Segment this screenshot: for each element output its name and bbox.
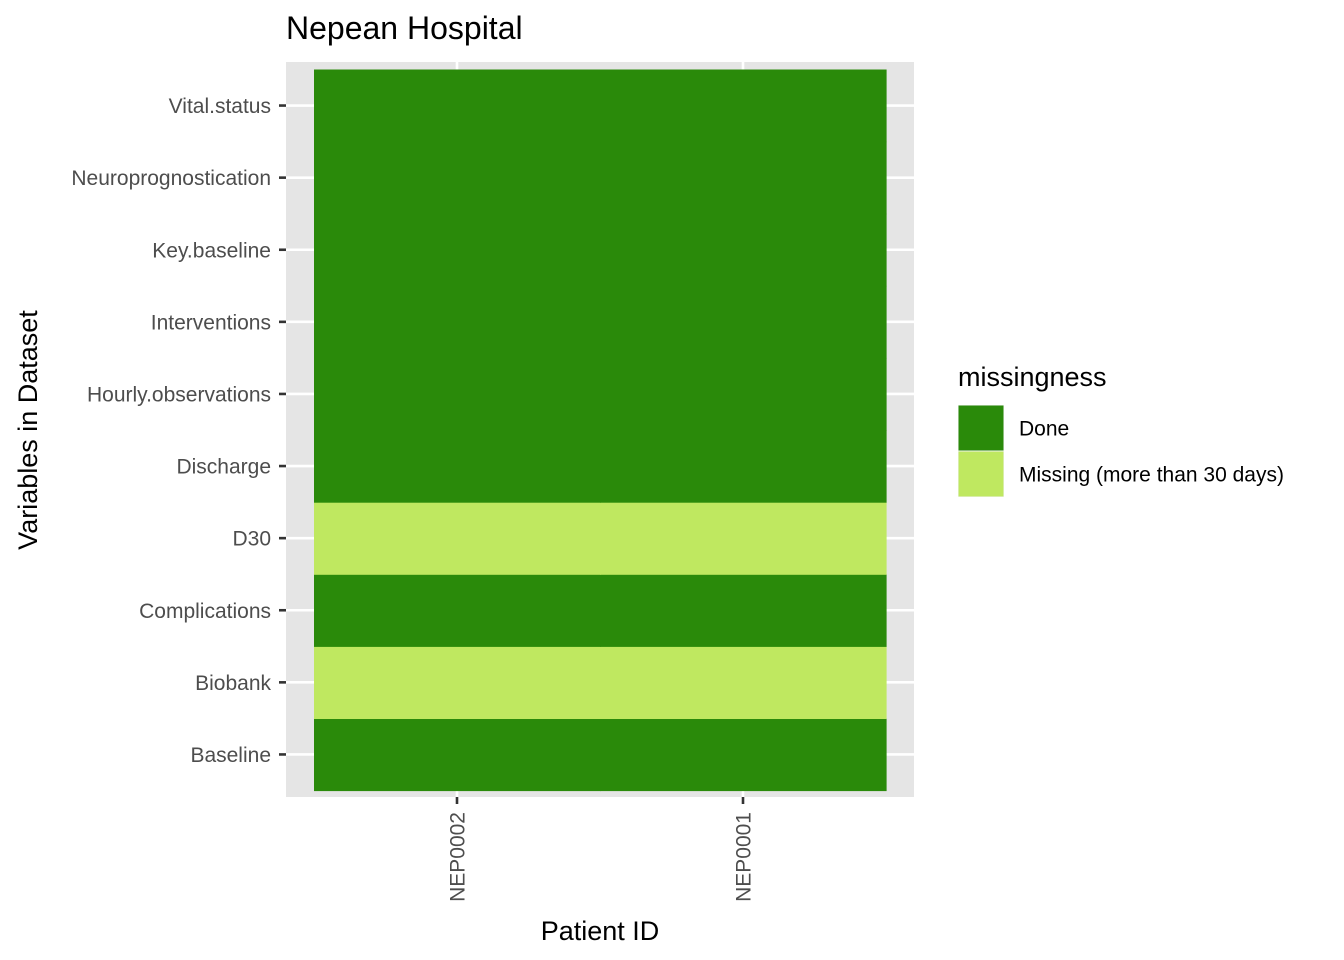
heatmap-cell-nep0001-interventions <box>600 285 887 359</box>
x-tick-label-nep0001: NEP0001 <box>733 812 756 902</box>
legend: missingness Done Missing (more than 30 da… <box>958 362 1284 497</box>
y-tick-label-baseline: Baseline <box>190 744 271 767</box>
heatmap-cell-nep0001-vital-status <box>600 69 887 143</box>
legend-swatch-missing-more-than-30-days <box>958 451 1004 497</box>
chart-title: Nepean Hospital <box>286 10 523 46</box>
legend-label-done: Done <box>1019 418 1069 441</box>
heatmap-cell-nep0002-biobank <box>314 646 601 719</box>
heatmap-cell-nep0001-complications <box>600 574 887 647</box>
y-axis: Baseline Biobank Complications D30 Discharge… <box>71 95 286 767</box>
heatmap-cells <box>314 69 887 792</box>
y-tick-label-d30: D30 <box>232 528 271 551</box>
x-axis-label: Patient ID <box>541 916 660 946</box>
heatmap-cell-nep0002-interventions <box>314 285 601 359</box>
heatmap-cell-nep0002-vital-status <box>314 69 601 143</box>
y-tick-label-biobank: Biobank <box>195 672 271 695</box>
heatmap-cell-nep0001-baseline <box>600 718 887 792</box>
y-tick-label-key-baseline: Key.baseline <box>152 239 271 262</box>
heatmap-cell-nep0002-complications <box>314 574 601 647</box>
heatmap-cell-nep0002-discharge <box>314 430 601 503</box>
heatmap-cell-nep0002-d30 <box>314 502 601 575</box>
heatmap-cell-nep0001-hourly-observations <box>600 357 887 431</box>
x-axis: NEP0002 NEP0001 <box>447 797 756 902</box>
heatmap-cell-nep0002-baseline <box>314 718 601 792</box>
y-tick-label-interventions: Interventions <box>151 311 271 334</box>
y-tick-label-neuroprognostication: Neuroprognostication <box>71 167 271 190</box>
heatmap-cell-nep0002-neuroprognostication <box>314 141 601 215</box>
heatmap-cell-nep0001-biobank <box>600 646 887 719</box>
legend-swatch-done <box>958 405 1004 451</box>
y-tick-label-discharge: Discharge <box>176 456 271 479</box>
heatmap-cell-nep0002-key-baseline <box>314 213 601 287</box>
y-tick-label-hourly-observations: Hourly.observations <box>87 383 271 406</box>
x-tick-label-nep0002: NEP0002 <box>447 812 470 902</box>
heatmap-cell-nep0001-key-baseline <box>600 213 887 287</box>
heatmap-cell-nep0001-d30 <box>600 502 887 575</box>
heatmap-cell-nep0001-neuroprognostication <box>600 141 887 215</box>
y-axis-label: Variables in Dataset <box>13 310 43 550</box>
y-tick-label-vital-status: Vital.status <box>169 95 271 118</box>
heatmap-cell-nep0002-hourly-observations <box>314 357 601 431</box>
y-tick-label-complications: Complications <box>139 600 271 623</box>
legend-title: missingness <box>958 362 1107 392</box>
legend-label-missing-more-than-30-days: Missing (more than 30 days) <box>1019 464 1284 487</box>
heatmap-cell-nep0001-discharge <box>600 430 887 503</box>
legend-items: Done Missing (more than 30 days) <box>958 405 1284 497</box>
